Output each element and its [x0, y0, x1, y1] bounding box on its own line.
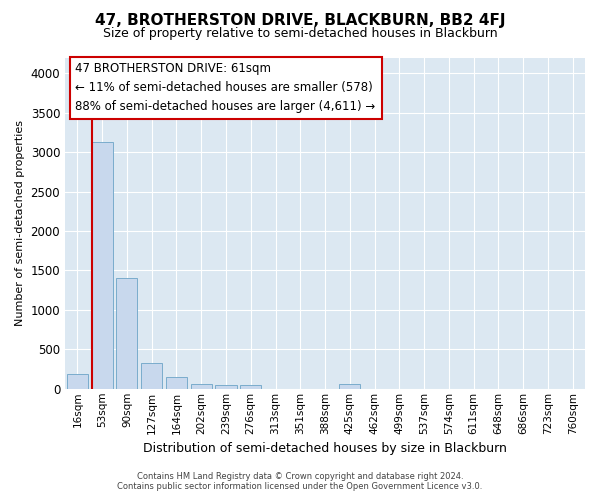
Bar	[116, 278, 137, 389]
Text: 47, BROTHERSTON DRIVE, BLACKBURN, BB2 4FJ: 47, BROTHERSTON DRIVE, BLACKBURN, BB2 4F…	[95, 12, 505, 28]
Bar	[67, 374, 88, 389]
Text: Size of property relative to semi-detached houses in Blackburn: Size of property relative to semi-detach…	[103, 28, 497, 40]
Text: Contains HM Land Registry data © Crown copyright and database right 2024.
Contai: Contains HM Land Registry data © Crown c…	[118, 472, 482, 491]
Text: 47 BROTHERSTON DRIVE: 61sqm
← 11% of semi-detached houses are smaller (578)
88% : 47 BROTHERSTON DRIVE: 61sqm ← 11% of sem…	[76, 62, 376, 114]
Bar	[166, 378, 187, 389]
Bar	[92, 142, 113, 389]
Bar	[240, 385, 261, 389]
Bar	[215, 385, 236, 389]
Bar	[141, 362, 162, 389]
Y-axis label: Number of semi-detached properties: Number of semi-detached properties	[15, 120, 25, 326]
Bar	[339, 384, 361, 389]
X-axis label: Distribution of semi-detached houses by size in Blackburn: Distribution of semi-detached houses by …	[143, 442, 507, 455]
Bar	[191, 384, 212, 389]
